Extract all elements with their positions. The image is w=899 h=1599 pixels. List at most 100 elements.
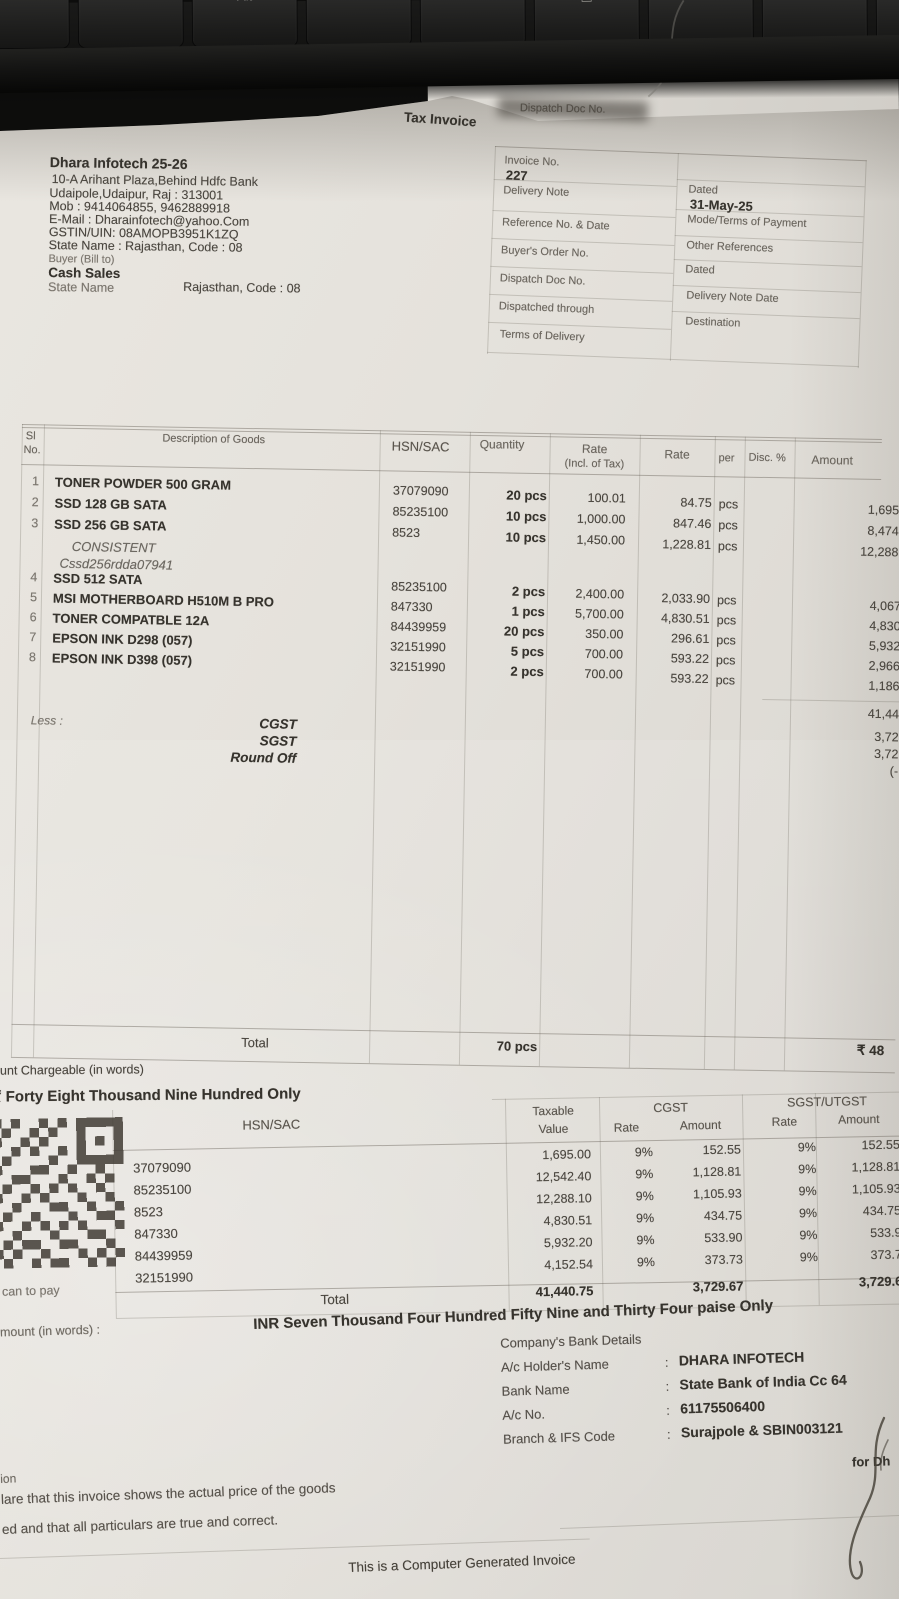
seller-state: State Name : Rajasthan, Code : 08 [48,237,243,255]
tax-header-cgst: CGST [653,1100,689,1116]
delivery-note-label: Delivery Note [503,184,570,199]
items-total-label: Total [241,1034,269,1051]
tax-cgst-amount: 434.75 [703,1208,743,1224]
item-hsn: 847330 [390,599,433,615]
invoice-no-label: Invoice No. [504,154,560,169]
col-header-hsn: HSN/SAC [391,438,450,455]
tax-cgst-amount: 152.55 [702,1142,742,1158]
invoice-no-value: 227 [505,167,528,184]
col-header-disc: Disc. % [748,451,786,465]
item-hsn: 84439959 [390,619,447,635]
item-rate-incl: 1,000.00 [576,511,626,527]
dated-value: 31-May-25 [689,196,754,214]
grid-line [487,351,859,368]
item-sl: 3 [31,516,39,531]
tax-cgst-rate: 9% [634,1145,654,1160]
table-line [538,433,551,1067]
item-sl: 2 [31,495,39,510]
bank-hol​der-label: A/c Holder's Name [500,1356,610,1375]
signature [848,1416,889,1580]
colon: : [665,1378,670,1394]
tax-cgst-amount: 373.73 [704,1252,744,1268]
tax-total-sgst: 3,729.6 [858,1273,899,1290]
tax-header-cgst-rate: Rate [613,1120,640,1135]
dated-label: Dated [688,183,719,197]
item-sl: 4 [30,570,38,585]
qr-caption: can to pay [1,1283,60,1299]
item-desc: TONER COMPATBLE 12A [52,610,210,629]
grid-line [669,153,679,361]
tax-cgst-rate: 9% [636,1233,655,1248]
invoice-meta-grid: Invoice No. 227 Delivery Note Reference … [487,146,867,369]
tax-total-taxable: 41,440.75 [535,1283,594,1300]
charge-amount: 3,72 [873,746,899,762]
bank-account-label: A/c No. [502,1406,546,1423]
tax-sgst-amount: 1,128.81 [851,1159,899,1175]
item-rate: 4,830.51 [660,611,710,627]
items-table: Sl No. Description of Goods HSN/SAC Quan… [10,424,899,1079]
buyers-order-label: Buyer's Order No. [500,244,589,260]
item-desc: SSD 128 GB SATA [54,495,167,513]
item-amount: 1,695. [867,502,899,518]
buyer-heading: Buyer (Bill to) [48,252,115,266]
charge-label: CGST [259,716,297,732]
tax-hsn: 32151990 [135,1269,194,1286]
col-header-quantity: Quantity [479,437,525,452]
item-desc: EPSON INK D398 (057) [51,650,193,669]
item-amount: 1,186 [868,678,899,694]
charge-amount: (- [889,764,899,779]
less-label: Less : [30,713,63,728]
col-header-sl2: No. [23,444,41,457]
table-line [598,1097,604,1310]
tax-total-cgst: 3,729.67 [692,1278,744,1295]
dated2-label: Dated [685,263,715,277]
tax-sgst-rate: 9% [798,1206,818,1221]
buyer-state-label: State Name [48,279,115,295]
item-rate: 2,033.90 [661,591,711,607]
item-amount: 8,474. [867,523,899,539]
table-line [11,1023,896,1041]
col-header-rate: Rate [664,447,690,462]
item-rate: 847.46 [673,516,712,532]
tax-cgst-rate: 9% [636,1255,656,1270]
seller-name: Dhara Infotech 25-26 [49,153,188,172]
item-desc: SSD 512 SATA [53,570,143,588]
tax-hsn: 85235100 [133,1181,192,1198]
reference-label: Reference No. & Date [501,216,610,233]
tax-sgst-amount: 373.7 [870,1247,899,1263]
item-hsn: 32151990 [389,659,446,675]
item-desc: EPSON INK D298 (057) [52,630,193,649]
item-amount: 4,830 [869,618,899,634]
colon: : [664,1354,669,1370]
tax-header-cgst-amount: Amount [679,1117,722,1133]
buyer-name: Cash Sales [48,264,121,281]
tax-sgst-rate: 9% [799,1228,818,1243]
col-header-rate-incl: Rate [581,441,608,457]
item-rate: 593.22 [670,671,709,687]
table-line [458,431,471,1065]
item-sl: 8 [28,650,37,665]
item-rate-incl: 5,700.00 [574,606,624,622]
alt-key-label: Alt [193,0,297,4]
table-line [368,430,381,1064]
tax-header-taxable-2: Value [538,1121,569,1137]
tax-cgst-rate: 9% [635,1167,654,1182]
payment-mode-label: Mode/Terms of Payment [687,213,807,231]
item-rate-incl: 100.01 [587,490,626,506]
items-total-quantity: 70 pcs [496,1038,538,1055]
keyboard-key [305,0,412,48]
item-desc: MSI MOTHERBOARD H510M B PRO [52,590,275,610]
item-rate-incl: 2,400.00 [575,586,625,602]
tax-header-hsn: HSN/SAC [242,1116,301,1133]
tax-total-label: Total [320,1291,350,1308]
keyboard-key [77,0,184,49]
amount-words-label: unt Chargeable (in words) [0,1062,144,1078]
item-desc: SSD 256 GB SATA [54,516,167,534]
qr-code [0,1117,126,1269]
item-rate: 296.61 [671,631,710,647]
tax-sgst-rate: 9% [798,1184,817,1199]
item-rate: 84.75 [680,495,712,511]
charge-label: Round Off [230,749,297,766]
item-sl: 7 [29,630,37,645]
tax-sgst-rate: 9% [798,1162,817,1177]
